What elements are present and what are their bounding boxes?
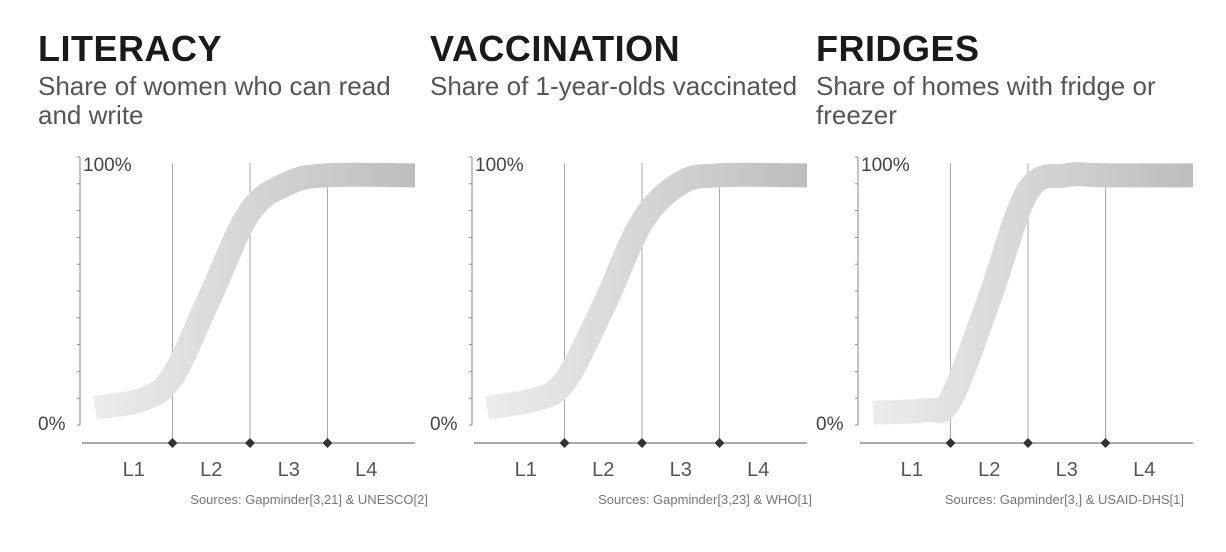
level-label: L3 <box>670 459 692 481</box>
trend-curve <box>93 162 416 420</box>
chart-svg: 100% 0% L1 L2 L3 L4 <box>430 155 808 481</box>
level-label: L4 <box>1133 459 1155 481</box>
level-label: L3 <box>1056 459 1078 481</box>
level-marker <box>637 438 647 448</box>
chart-source: Sources: Gapminder[3,23] & WHO[1] <box>598 492 812 507</box>
level-marker <box>322 438 333 448</box>
chart-subtitle: Share of women who can read and write <box>38 71 391 130</box>
chart-panel-literacy: LITERACY Share of women who can read and… <box>38 0 428 552</box>
level-marker <box>1023 438 1033 448</box>
chart-panel-vaccination: VACCINATION Share of 1-year-olds vaccina… <box>430 0 820 552</box>
level-marker <box>1100 438 1111 448</box>
level-label: L1 <box>901 459 923 481</box>
trend-curve <box>485 162 808 420</box>
chart-svg: 100% 0% L1 L2 L3 L4 <box>38 155 416 481</box>
level-label: L2 <box>978 459 1000 481</box>
level-label: L3 <box>278 459 300 481</box>
y-tick-label-0: 0% <box>430 414 458 435</box>
chart-subtitle: Share of homes with fridge or freezer <box>816 71 1156 130</box>
level-marker <box>559 438 570 448</box>
chart-svg: 100% 0% L1 L2 L3 L4 <box>816 155 1193 481</box>
y-tick-label-100: 100% <box>83 155 132 176</box>
y-tick-label-0: 0% <box>816 414 844 435</box>
chart-title: LITERACY <box>38 28 222 69</box>
chart-title: FRIDGES <box>816 28 980 69</box>
level-label: L1 <box>515 459 537 481</box>
chart-panel-fridges: FRIDGES Share of homes with fridge or fr… <box>816 0 1206 552</box>
chart-source: Sources: Gapminder[3,] & USAID-DHS[1] <box>944 492 1184 507</box>
chart-subtitle: Share of 1-year-olds vaccinated <box>430 71 798 101</box>
level-marker <box>945 438 956 448</box>
y-tick-label-0: 0% <box>38 414 66 435</box>
chart-title: VACCINATION <box>430 28 681 69</box>
level-marker <box>245 438 255 448</box>
level-label: L2 <box>200 459 222 481</box>
level-marker <box>167 438 178 448</box>
y-tick-label-100: 100% <box>861 155 910 176</box>
level-label: L2 <box>592 459 614 481</box>
chart-source: Sources: Gapminder[3,21] & UNESCO[2] <box>190 492 428 507</box>
level-label: L1 <box>123 459 145 481</box>
level-marker <box>714 438 725 448</box>
trend-curve <box>872 162 1193 425</box>
level-label: L4 <box>747 459 769 481</box>
y-tick-label-100: 100% <box>475 155 524 176</box>
level-label: L4 <box>355 459 377 481</box>
